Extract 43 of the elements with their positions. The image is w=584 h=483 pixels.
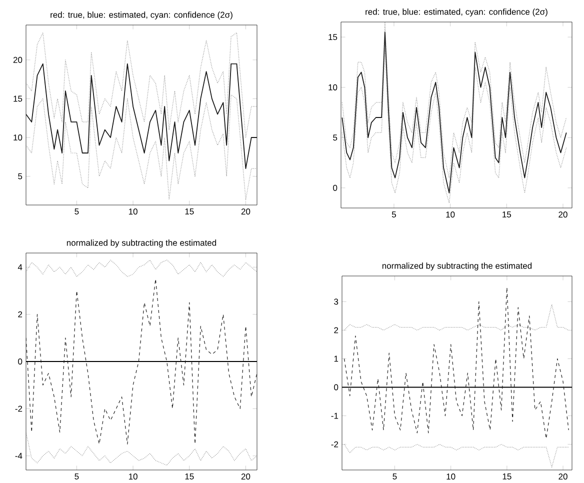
y-tick-label: -2 [331, 441, 338, 448]
line-series [344, 287, 569, 439]
x-tick-label: 15 [185, 208, 194, 215]
y-tick-label: 5 [333, 134, 338, 141]
y-tick-label: -1 [331, 412, 338, 419]
y-tick-label: 5 [18, 173, 22, 180]
line-series [26, 63, 258, 170]
y-tick-label: 3 [334, 298, 338, 305]
y-tick-label: 15 [328, 34, 338, 40]
y-tick-label: 0 [18, 358, 22, 365]
y-tick-label: 10 [328, 84, 338, 90]
y-tick-label: -4 [15, 452, 22, 459]
y-tick-label: 1 [334, 356, 338, 362]
x-tick-label: 15 [502, 474, 512, 480]
x-tick-label: 5 [392, 474, 397, 480]
x-tick-label: 20 [241, 474, 250, 480]
y-tick-label: -2 [15, 406, 22, 412]
x-tick-label: 10 [446, 212, 455, 218]
y-tick-label: 20 [13, 56, 22, 63]
y-tick-label: 0 [333, 184, 338, 191]
y-tick-label: 4 [18, 264, 22, 270]
x-tick-label: 20 [241, 208, 250, 215]
y-tick-label: 10 [14, 134, 22, 141]
chart-title: normalized by subtracting the estimated [66, 240, 216, 248]
x-tick-label: 5 [74, 208, 79, 215]
chart-title: red: true, blue: estimated, cyan: confidence (2σ) [366, 8, 548, 17]
x-tick-label: 10 [446, 474, 456, 480]
x-tick-label: 20 [558, 212, 568, 218]
y-tick-label: 15 [14, 96, 22, 102]
x-tick-label: 5 [74, 474, 79, 480]
x-tick-label: 5 [392, 212, 396, 218]
line-series [26, 32, 258, 138]
x-tick-label: 10 [128, 474, 138, 480]
y-tick-label: 2 [18, 311, 22, 318]
line-series [26, 278, 258, 444]
chart-title: normalized by subtracting the estimated [382, 262, 532, 271]
chart-title: red: true, blue: estimated, cyan: confidence (2σ) [50, 12, 232, 20]
x-tick-label: 15 [185, 474, 194, 480]
x-tick-label: 15 [502, 212, 512, 218]
x-tick-label: 20 [558, 474, 568, 480]
y-tick-label: 0 [334, 384, 338, 390]
y-tick-label: 2 [334, 327, 338, 334]
x-tick-label: 10 [128, 208, 138, 215]
